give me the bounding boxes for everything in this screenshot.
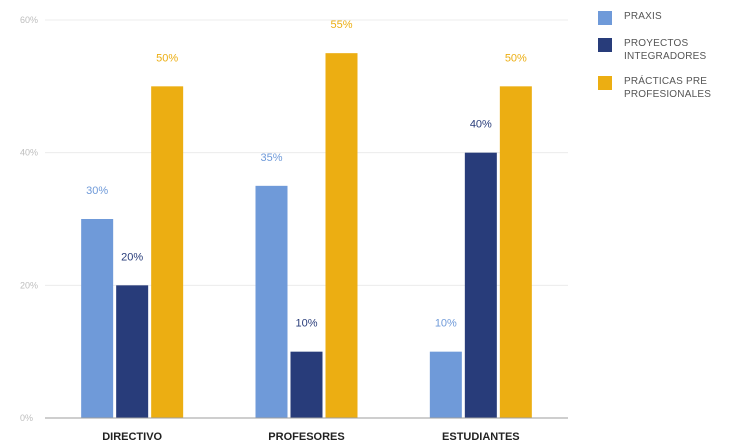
data-label: 40% [470, 119, 492, 131]
y-tick-label: 20% [20, 280, 38, 290]
x-category-label: PROFESORES [268, 431, 344, 443]
bar [255, 185, 288, 418]
x-category-label: DIRECTIVO [102, 431, 162, 443]
bar [81, 219, 114, 418]
data-label: 50% [156, 52, 178, 64]
x-category-label: ESTUDIANTES [442, 431, 520, 443]
bar [325, 53, 358, 419]
bar [499, 86, 532, 418]
data-label: 30% [86, 185, 108, 197]
bar [290, 351, 323, 418]
y-tick-label: 40% [20, 148, 38, 158]
y-tick-label: 0% [20, 413, 33, 423]
legend-swatch [598, 11, 612, 25]
legend: PRAXIS PROYECTOS INTEGRADORES PRÁCTICAS … [598, 10, 746, 113]
data-label: 35% [260, 152, 282, 164]
bar [464, 152, 497, 418]
data-labels: 30% 20% 50% 35% 10% 55% 10% 40% 50% [86, 19, 527, 330]
bars [81, 53, 532, 419]
data-label: 50% [505, 52, 527, 64]
legend-swatch [598, 38, 612, 52]
y-axis: 0% 20% 40% 60% [20, 15, 38, 423]
data-label: 55% [330, 19, 352, 31]
data-label: 20% [121, 251, 143, 263]
legend-label: PRÁCTICAS PRE PROFESIONALES [624, 76, 712, 100]
legend-item-praxis: PRAXIS [598, 10, 746, 25]
legend-label: PROYECTOS INTEGRADORES [624, 38, 707, 62]
legend-item-proyectos: PROYECTOS INTEGRADORES [598, 37, 746, 63]
legend-item-practicas: PRÁCTICAS PRE PROFESIONALES [598, 75, 746, 101]
category-labels: DIRECTIVO PROFESORES ESTUDIANTES [102, 431, 519, 443]
legend-swatch [598, 76, 612, 90]
legend-label: PRAXIS [624, 11, 662, 22]
bar [151, 86, 184, 418]
y-tick-label: 60% [20, 15, 38, 25]
data-label: 10% [295, 318, 317, 330]
bar [429, 351, 462, 418]
bar [116, 285, 149, 418]
data-label: 10% [435, 318, 457, 330]
